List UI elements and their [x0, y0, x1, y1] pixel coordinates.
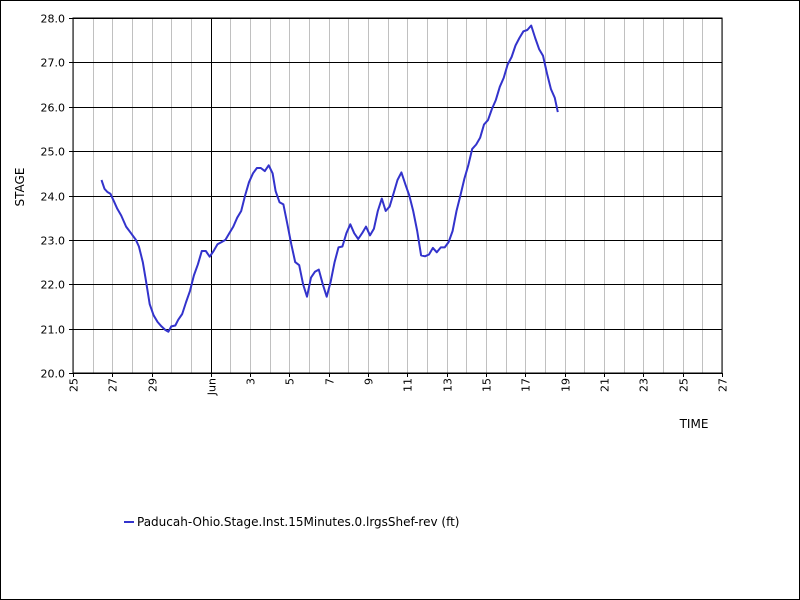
x-tick-label: 15	[481, 378, 494, 392]
plot-area-border	[72, 17, 723, 374]
x-tick-label: 17	[520, 378, 533, 392]
y-tick-label: 21.0	[41, 324, 66, 337]
y-tick-label: 25.0	[41, 146, 66, 159]
x-tick-label: 27	[107, 378, 120, 392]
x-tick-label: 25	[678, 378, 691, 392]
series-line-paducah-stage	[100, 24, 559, 333]
x-tick-label: 7	[324, 378, 337, 385]
legend: Paducah-Ohio.Stage.Inst.15Minutes.0.lrgs…	[124, 515, 459, 529]
y-tick-label: 27.0	[41, 57, 66, 70]
x-tick-label: 23	[638, 378, 651, 392]
y-tick-label: 23.0	[41, 235, 66, 248]
x-tick-label: 29	[147, 378, 160, 392]
x-tick-label: 19	[560, 378, 573, 392]
y-tick-label: 22.0	[41, 279, 66, 292]
x-tick-label: 9	[363, 378, 376, 385]
x-tick-label: 21	[599, 378, 612, 392]
y-tick-label: 20.0	[41, 368, 66, 381]
y-axis-label: STAGE	[13, 168, 27, 207]
x-tick-label: 27	[717, 378, 730, 392]
x-axis-label: TIME	[679, 417, 709, 431]
y-axis-ticks: 20.0 21.0 22.0 23.0 24.0 25.0 26.0 27.0 28.0	[41, 13, 73, 381]
y-tick-label: 28.0	[41, 13, 66, 26]
x-tick-label: 11	[402, 378, 415, 392]
x-tick-label: 25	[68, 378, 81, 392]
x-tick-label: 3	[245, 378, 258, 385]
series-layer	[100, 24, 559, 333]
x-axis-ticks: 25 27 29 Jun 3 5 7 9 11 13 15 17 19 21 23 25 27	[68, 373, 730, 396]
x-tick-label: 5	[284, 378, 297, 385]
x-tick-label: 13	[442, 378, 455, 392]
y-tick-label: 24.0	[41, 191, 66, 204]
y-tick-label: 26.0	[41, 102, 66, 115]
grid-lines	[73, 18, 723, 374]
x-tick-label: Jun	[206, 378, 219, 396]
legend-series-label: Paducah-Ohio.Stage.Inst.15Minutes.0.lrgs…	[137, 515, 459, 529]
